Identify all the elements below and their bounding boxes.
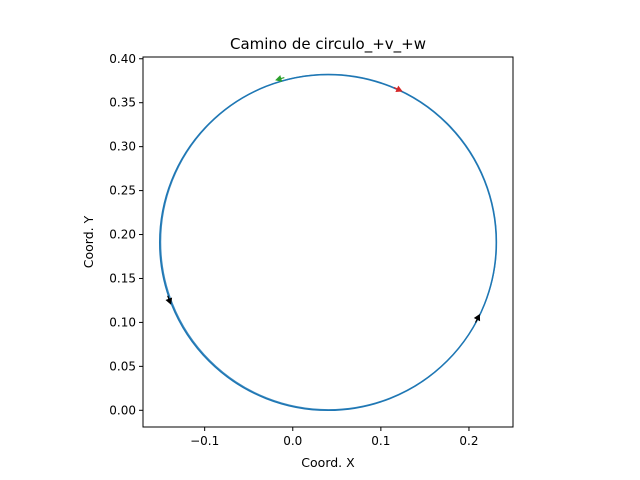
arrow-head: [165, 297, 173, 305]
heading-arrow-end-1: [275, 75, 285, 82]
y-tick-label: 0.15: [109, 271, 136, 285]
y-tick-label: 0.00: [109, 403, 136, 417]
plot-layer: [158, 73, 498, 412]
y-axis-label: Coord. Y: [81, 215, 96, 268]
path-circle-line-retrace: [160, 73, 498, 411]
x-tick-label: −0.1: [190, 434, 219, 448]
arrow-head: [473, 313, 481, 322]
y-tick-label: 0.30: [109, 140, 136, 154]
y-tick-label: 0.10: [109, 315, 136, 329]
heading-arrow-start-0: [393, 85, 403, 92]
x-tick-label: 0.2: [459, 434, 478, 448]
y-tick-label: 0.40: [109, 52, 136, 66]
arrow-head: [275, 75, 283, 82]
heading-arrow-heading-2: [473, 313, 481, 323]
y-tick-label: 0.25: [109, 184, 136, 198]
y-axis-ticks: 0.00 0.05 0.10 0.15 0.20 0.25 0.30 0.35 0.40: [109, 52, 143, 417]
x-tick-label: 0.1: [371, 434, 390, 448]
plot-frame: [142, 56, 514, 428]
y-tick-label: 0.20: [109, 228, 136, 242]
y-tick-label: 0.35: [109, 96, 136, 110]
heading-arrow-heading-3: [165, 295, 173, 305]
x-axis-ticks: −0.1 0.0 0.1 0.2: [190, 427, 478, 448]
chart-title: Camino de circulo_+v_+w: [230, 35, 426, 54]
x-tick-label: 0.0: [283, 434, 302, 448]
x-axis-label: Coord. X: [301, 455, 355, 470]
arrow-head: [395, 85, 403, 92]
y-tick-label: 0.05: [109, 359, 136, 373]
